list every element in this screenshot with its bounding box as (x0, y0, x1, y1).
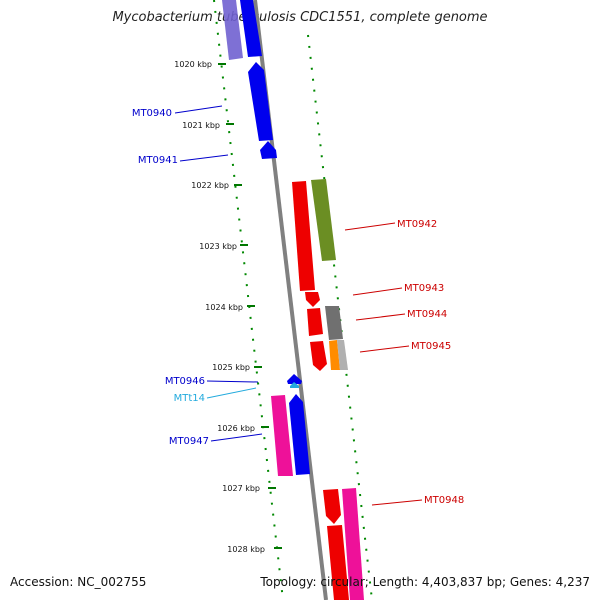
gene-arrow-mt0945[interactable] (310, 341, 327, 371)
gene-arrow-orange[interactable] (329, 340, 340, 370)
gene-label-mt0941[interactable]: MT0941 (138, 155, 178, 166)
gene-arrow[interactable] (240, 0, 262, 57)
gene-label-mt0948[interactable]: MT0948 (424, 495, 464, 506)
gene-arrow-mt0943[interactable] (305, 292, 320, 307)
gene-label-mt0942[interactable]: MT0942 (397, 219, 437, 230)
gene-arrow-mt0940[interactable] (248, 62, 273, 141)
genome-title: Mycobacterium tuberculosis CDC1551, comp… (112, 10, 488, 25)
kbp-label: 1025 kbp (212, 363, 250, 372)
gene-arrow[interactable] (222, 0, 243, 60)
gene-arrow-mt0946[interactable] (287, 374, 302, 384)
forward-strand-genes (292, 179, 364, 600)
kbp-label: 1026 kbp (217, 424, 255, 433)
kbp-label: 1028 kbp (227, 545, 265, 554)
right-label-leaders (344, 222, 423, 506)
gene-arrow-red-small[interactable] (307, 308, 323, 336)
kbp-label: 1022 kbp (191, 181, 229, 190)
reverse-strand-genes (222, 0, 310, 476)
gene-arrow-red-bottom[interactable] (327, 525, 349, 600)
gene-arrow-mt0947[interactable] (289, 394, 310, 475)
gene-arrow-mt0944[interactable] (325, 306, 343, 340)
gene-arrow-mt0941[interactable] (260, 141, 277, 159)
trna-mtt14[interactable] (290, 382, 299, 388)
gene-label-mt0940[interactable]: MT0940 (132, 108, 172, 119)
gene-label-mt0944[interactable]: MT0944 (407, 309, 447, 320)
kbp-ticks (218, 63, 282, 549)
gene-arrow-magenta[interactable] (271, 395, 293, 476)
genome-stats-text: Topology: circular; Length: 4,403,837 bp… (260, 575, 590, 589)
gene-label-mt0943[interactable]: MT0943 (404, 283, 444, 294)
kbp-label: 1023 kbp (199, 242, 237, 251)
kbp-label: 1024 kbp (205, 303, 243, 312)
scale-dotted-lines (213, 0, 373, 600)
kbp-label: 1021 kbp (182, 121, 220, 130)
kbp-label: 1020 kbp (174, 60, 212, 69)
gene-arrow-magenta-right[interactable] (342, 488, 364, 600)
gene-label-mt0946[interactable]: MT0946 (165, 376, 205, 387)
accession-text: Accession: NC_002755 (10, 575, 147, 589)
gene-arrow-mt0948[interactable] (323, 489, 341, 524)
gene-arrow-gray-light[interactable] (337, 340, 348, 370)
gene-label-mt0945[interactable]: MT0945 (411, 341, 451, 352)
gene-arrow-mt0942[interactable] (292, 181, 315, 291)
gene-label-mtt14[interactable]: MTt14 (174, 393, 205, 404)
left-label-leaders (174, 105, 263, 442)
gene-arrow-olive[interactable] (311, 179, 336, 261)
gene-label-mt0947[interactable]: MT0947 (169, 436, 209, 447)
kbp-label: 1027 kbp (222, 484, 260, 493)
